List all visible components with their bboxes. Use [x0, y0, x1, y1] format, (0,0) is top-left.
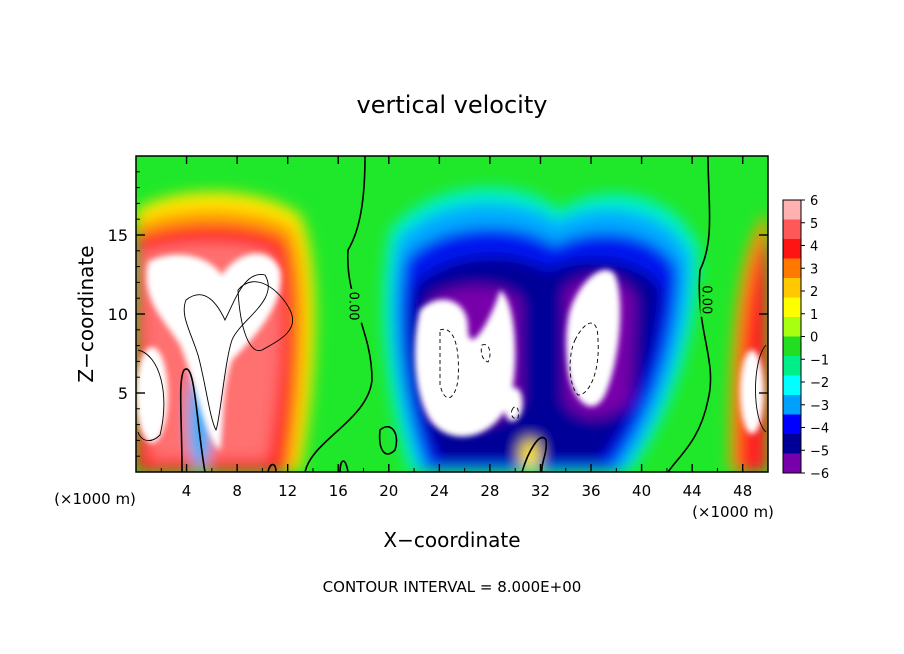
colorbar-label: 4 [810, 240, 818, 255]
contour-labels: 0.00 0.00 [346, 282, 715, 324]
colorbar-label: 6 [810, 194, 818, 209]
colorbar-label: 5 [810, 217, 818, 232]
contour-label: 0.00 [698, 285, 713, 314]
colorbar-label: −2 [810, 376, 829, 391]
colorbar-swatch [783, 414, 801, 435]
x-tick-label: 48 [733, 482, 752, 500]
x-tick-label: 16 [329, 482, 348, 500]
colorbar-swatch [783, 239, 801, 259]
colorbar-swatch [783, 200, 801, 220]
chart-title: vertical velocity [357, 91, 548, 119]
x-unit-left: (×1000 m) [54, 490, 136, 508]
x-tick-label: 20 [379, 482, 398, 500]
contour-interval-footer: CONTOUR INTERVAL = 8.000E+00 [323, 578, 582, 596]
colorbar-label: 3 [810, 262, 818, 277]
colorbar-label: −6 [810, 467, 829, 482]
x-tick-label: 40 [632, 482, 651, 500]
colorbar-swatch [783, 356, 801, 376]
colorbar-label: 1 [810, 308, 818, 323]
colorbar-swatch [783, 453, 801, 474]
x-tick-label: 12 [278, 482, 297, 500]
y-tick-label: 15 [108, 226, 128, 245]
contour-label-bg [347, 289, 362, 324]
colorbar-swatch [783, 297, 801, 318]
y-tick-label: 5 [118, 384, 128, 403]
heatmap-field [136, 156, 768, 472]
x-tick-label: 8 [232, 482, 242, 500]
y-tick-label: 10 [108, 305, 128, 324]
colorbar-swatch [783, 336, 801, 357]
colorbar-label: 2 [810, 285, 818, 300]
colorbar-swatch [783, 258, 801, 279]
colorbar-label: −1 [810, 353, 829, 368]
y-axis-label: Z−coordinate [74, 245, 98, 382]
x-tick-label: 24 [430, 482, 449, 500]
x-unit-right: (×1000 m) [692, 503, 774, 521]
colorbar-swatch [783, 317, 801, 337]
x-axis-label: X−coordinate [383, 528, 520, 552]
x-tick-label: 4 [182, 482, 192, 500]
colorbar-swatch [783, 375, 801, 396]
x-axis: 4 8 12 16 20 24 28 32 36 40 44 48 [160, 156, 752, 500]
contour-label: 0.00 [346, 292, 361, 321]
colorbar: 6 5 4 3 2 1 0 −1 −2 −3 −4 −5 −6 [782, 194, 829, 482]
x-tick-label: 44 [683, 482, 702, 500]
colorbar-label: −3 [810, 399, 829, 414]
colorbar-label: 0 [810, 331, 818, 346]
colorbar-swatch [783, 395, 801, 415]
x-tick-label: 28 [480, 482, 499, 500]
colorbar-label: −4 [810, 422, 829, 437]
contour-label-bg [700, 282, 715, 317]
colorbar-swatch [783, 219, 801, 240]
x-tick-label: 32 [531, 482, 550, 500]
x-tick-label: 36 [581, 482, 600, 500]
colorbar-label: −5 [810, 444, 829, 459]
colorbar-swatch [783, 278, 801, 298]
colorbar-swatch [783, 434, 801, 454]
y-axis: 5 10 15 [108, 171, 768, 457]
